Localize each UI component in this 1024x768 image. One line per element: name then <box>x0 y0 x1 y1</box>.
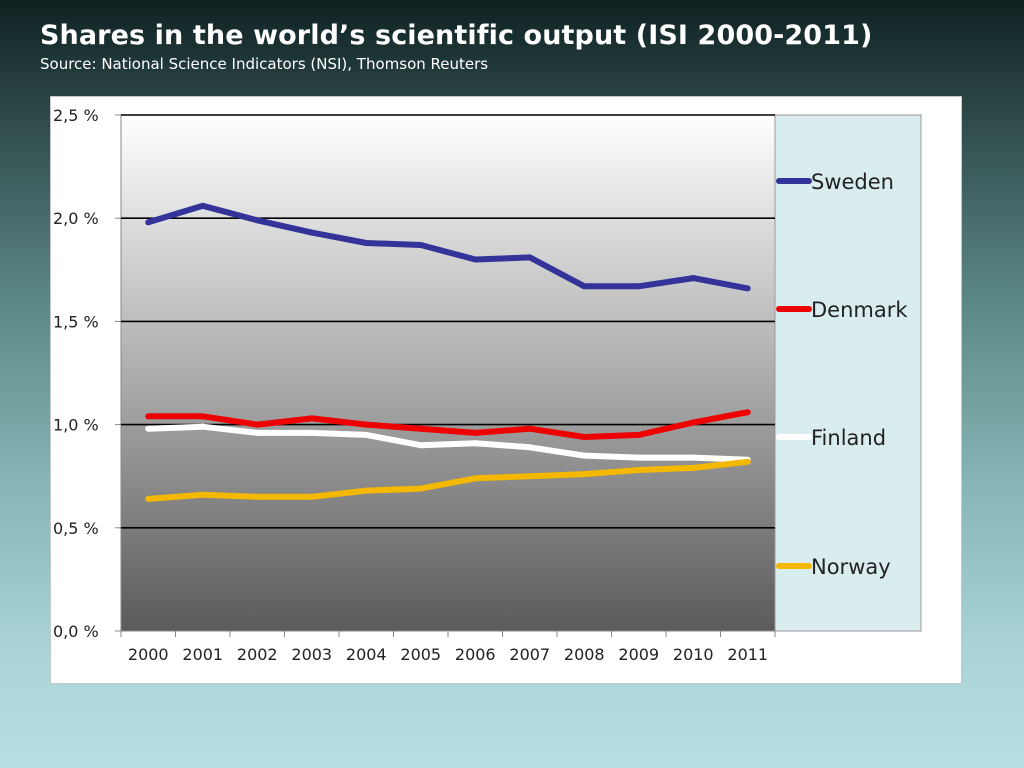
x-tick-label: 2001 <box>182 645 223 664</box>
data-point-finland <box>635 454 642 461</box>
series-line-norway <box>148 458 749 502</box>
data-point-norway <box>254 493 261 500</box>
data-point-sweden <box>690 275 697 282</box>
data-point-sweden <box>635 283 642 290</box>
data-point-norway <box>581 471 588 478</box>
legend-label-norway: Norway <box>811 555 891 579</box>
data-point-sweden <box>199 202 206 209</box>
x-tick-label: 2002 <box>237 645 278 664</box>
data-point-denmark <box>744 409 751 416</box>
y-tick-label: 1,5 % <box>53 312 99 331</box>
x-tick-label: 2005 <box>400 645 441 664</box>
data-point-sweden <box>363 239 370 246</box>
data-point-denmark <box>417 425 424 432</box>
x-tick-label: 2003 <box>291 645 332 664</box>
data-point-denmark <box>145 413 152 420</box>
plot-area <box>120 114 776 632</box>
x-tick-label: 2008 <box>564 645 605 664</box>
slide-subtitle: Source: National Science Indicators (NSI… <box>40 55 489 73</box>
data-point-sweden <box>254 217 261 224</box>
series-line-sweden <box>147 202 749 292</box>
data-point-sweden <box>472 256 479 263</box>
data-point-norway <box>308 493 315 500</box>
data-point-sweden <box>526 254 533 261</box>
x-tick-label: 2000 <box>128 645 169 664</box>
data-point-norway <box>744 458 751 465</box>
x-tick-label: 2011 <box>727 645 768 664</box>
data-point-denmark <box>472 429 479 436</box>
data-point-norway <box>363 487 370 494</box>
x-tick-label: 2004 <box>346 645 387 664</box>
data-point-denmark <box>363 421 370 428</box>
y-tick-label: 2,0 % <box>53 209 99 228</box>
legend-label-denmark: Denmark <box>811 298 908 322</box>
data-point-denmark <box>308 415 315 422</box>
y-tick-label: 0,5 % <box>53 519 99 538</box>
data-point-finland <box>690 454 697 461</box>
data-point-denmark <box>254 421 261 428</box>
data-point-finland <box>472 440 479 447</box>
data-point-finland <box>363 431 370 438</box>
data-point-norway <box>690 464 697 471</box>
data-point-norway <box>417 485 424 492</box>
legend-box <box>774 114 922 632</box>
x-tick-label: 2009 <box>618 645 659 664</box>
data-point-norway <box>526 473 533 480</box>
data-point-sweden <box>417 242 424 249</box>
data-point-finland <box>417 442 424 449</box>
x-tick-label: 2006 <box>455 645 496 664</box>
x-tick-label: 2007 <box>509 645 550 664</box>
slide-title: Shares in the world’s scientific output … <box>40 20 873 51</box>
y-tick-label: 0,0 % <box>53 622 99 641</box>
data-point-finland <box>199 423 206 430</box>
line-chart: 0,0 % 0,5 % 1,0 % 1,5 % 2,0 % 2,5 % 2000 2001 20… <box>53 106 922 664</box>
data-point-norway <box>145 495 152 502</box>
data-point-denmark <box>635 431 642 438</box>
data-point-sweden <box>145 219 152 226</box>
data-point-sweden <box>744 285 751 292</box>
data-point-denmark <box>690 419 697 426</box>
data-point-sweden <box>308 229 315 236</box>
data-point-denmark <box>581 433 588 440</box>
data-point-denmark <box>199 413 206 420</box>
data-point-finland <box>581 452 588 459</box>
data-point-norway <box>199 491 206 498</box>
data-point-norway <box>635 467 642 474</box>
data-point-denmark <box>526 425 533 432</box>
y-tick-label: 2,5 % <box>53 106 99 125</box>
data-point-finland <box>145 425 152 432</box>
series-line-finland <box>148 423 748 463</box>
data-point-finland <box>254 429 261 436</box>
data-point-finland <box>308 429 315 436</box>
series-line-denmark <box>148 409 749 440</box>
x-tick-label: 2010 <box>673 645 714 664</box>
chart-frame: 0,0 % 0,5 % 1,0 % 1,5 % 2,0 % 2,5 % 2000 2001 20… <box>50 96 962 684</box>
y-tick-label: 1,0 % <box>53 416 99 435</box>
data-point-norway <box>472 475 479 482</box>
data-point-sweden <box>581 283 588 290</box>
legend-label-finland: Finland <box>811 426 886 450</box>
data-point-finland <box>526 444 533 451</box>
legend-label-sweden: Sweden <box>811 170 894 194</box>
